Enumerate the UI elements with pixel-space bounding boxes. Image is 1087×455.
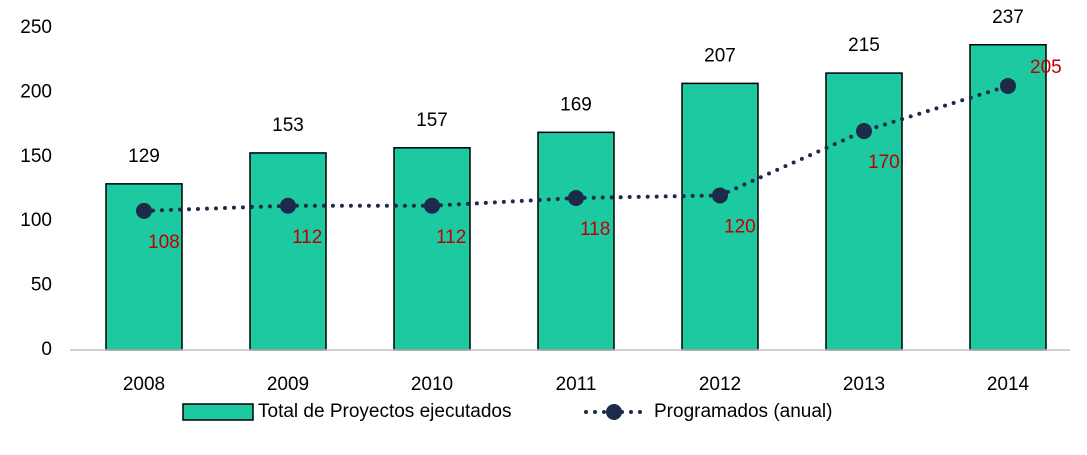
bar — [825, 72, 903, 351]
x-tick-label: 2009 — [267, 374, 309, 395]
legend-label: Total de Proyectos ejecutados — [258, 401, 512, 422]
line-value-label: 118 — [580, 219, 610, 240]
y-tick-label: 50 — [31, 275, 52, 296]
bar-value-label: 169 — [560, 94, 592, 115]
legend-label: Programados (anual) — [654, 401, 832, 422]
x-tick-label: 2011 — [556, 374, 597, 395]
bar — [969, 43, 1047, 351]
bar-value-label: 157 — [416, 110, 448, 131]
bar-value-label: 153 — [272, 115, 304, 136]
line-value-label: 112 — [436, 227, 466, 248]
line-marker — [280, 197, 296, 214]
line-marker — [712, 187, 728, 204]
legend-swatch — [182, 403, 254, 421]
line-marker — [1000, 77, 1016, 94]
line-marker — [424, 197, 440, 214]
bar-value-label: 129 — [128, 146, 160, 167]
y-tick-label: 250 — [20, 17, 52, 38]
y-tick-label: 0 — [41, 339, 52, 360]
x-tick-label: 2008 — [123, 374, 165, 395]
bar — [537, 131, 615, 351]
bar-value-label: 215 — [848, 35, 880, 56]
line-value-label: 108 — [148, 232, 180, 253]
line-value-label: 120 — [724, 216, 756, 237]
bar — [249, 152, 327, 351]
bar — [393, 147, 471, 351]
legend-marker — [606, 404, 622, 420]
x-tick-label: 2010 — [411, 374, 453, 395]
y-tick-label: 150 — [20, 146, 52, 167]
line-marker — [856, 123, 872, 140]
x-tick-label: 2013 — [843, 374, 885, 395]
y-tick-label: 100 — [20, 210, 52, 231]
y-tick-label: 200 — [20, 81, 52, 102]
line-marker — [568, 190, 584, 207]
x-tick-label: 2014 — [987, 374, 1030, 395]
x-tick-label: 2012 — [699, 374, 741, 395]
line-value-label: 112 — [292, 227, 322, 248]
line-value-label: 170 — [868, 152, 900, 173]
bar — [681, 82, 759, 351]
bar-value-label: 207 — [704, 45, 736, 66]
line-value-label: 205 — [1030, 57, 1062, 78]
bar-value-label: 237 — [992, 7, 1024, 28]
line-marker — [136, 202, 152, 219]
